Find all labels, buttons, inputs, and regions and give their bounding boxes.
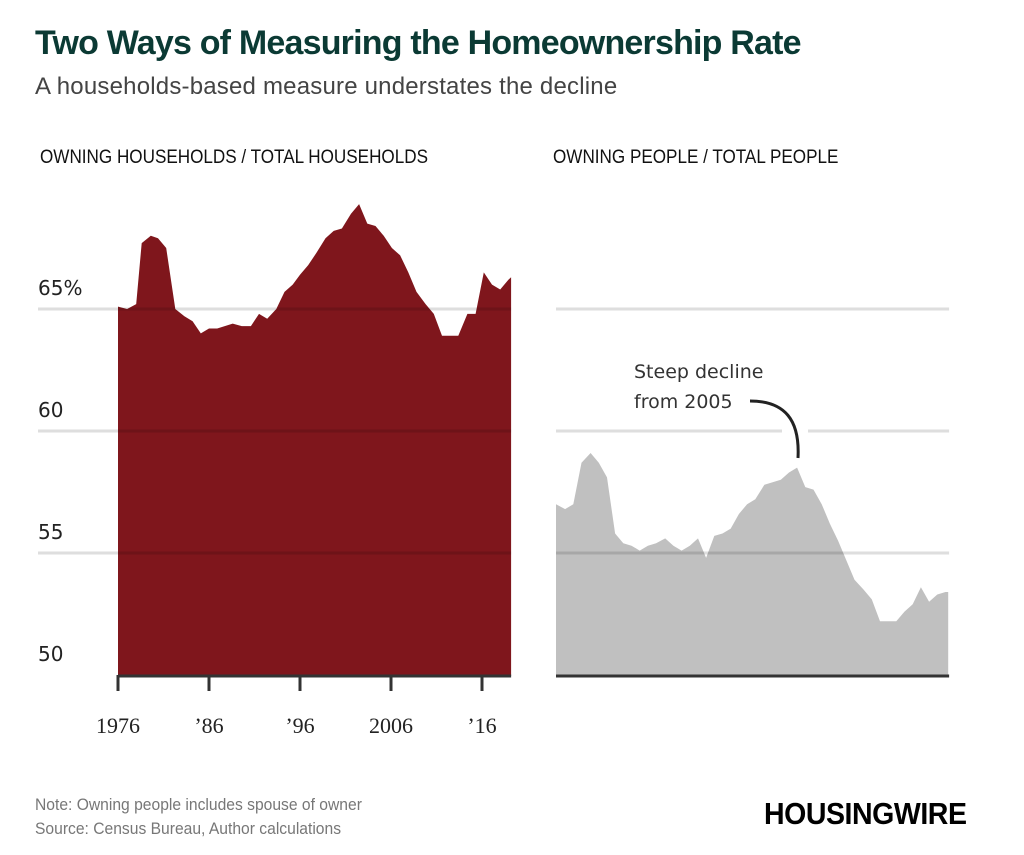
- households-area: [118, 204, 512, 676]
- housingwire-logo: HOUSINGWIRE: [764, 796, 967, 831]
- x-tick-label: 2006: [369, 713, 413, 738]
- y-tick-label: 60: [38, 398, 63, 422]
- x-tick-label: ’96: [285, 713, 314, 738]
- right-panel: [556, 307, 950, 678]
- annotation-line2: from 2005: [634, 391, 733, 413]
- right-panel-title: OWNING PEOPLE / TOTAL PEOPLE: [553, 147, 839, 168]
- y-tick-label: 55: [38, 520, 63, 544]
- annotation-line1: Steep decline: [634, 361, 763, 383]
- x-tick-label: ’16: [467, 713, 496, 738]
- x-tick-label: 1976: [96, 713, 140, 738]
- y-tick-label: 65%: [38, 276, 82, 300]
- x-tick-label: ’86: [194, 713, 223, 738]
- source-note: Source: Census Bureau, Author calculatio…: [35, 819, 342, 838]
- y-tick-label: 50: [38, 642, 63, 666]
- left-panel: 50 55 60 65% 1976 ’86 ’96 2006 ’16: [38, 204, 512, 738]
- left-panel-title: OWNING HOUSEHOLDS / TOTAL HOUSEHOLDS: [40, 147, 428, 168]
- annotation-leader-line: [749, 399, 800, 459]
- people-area: [556, 453, 949, 676]
- chart-title: Two Ways of Measuring the Homeownership …: [35, 24, 802, 62]
- chart-subtitle: A households-based measure understates t…: [35, 73, 618, 100]
- footnote: Note: Owning people includes spouse of o…: [35, 795, 362, 814]
